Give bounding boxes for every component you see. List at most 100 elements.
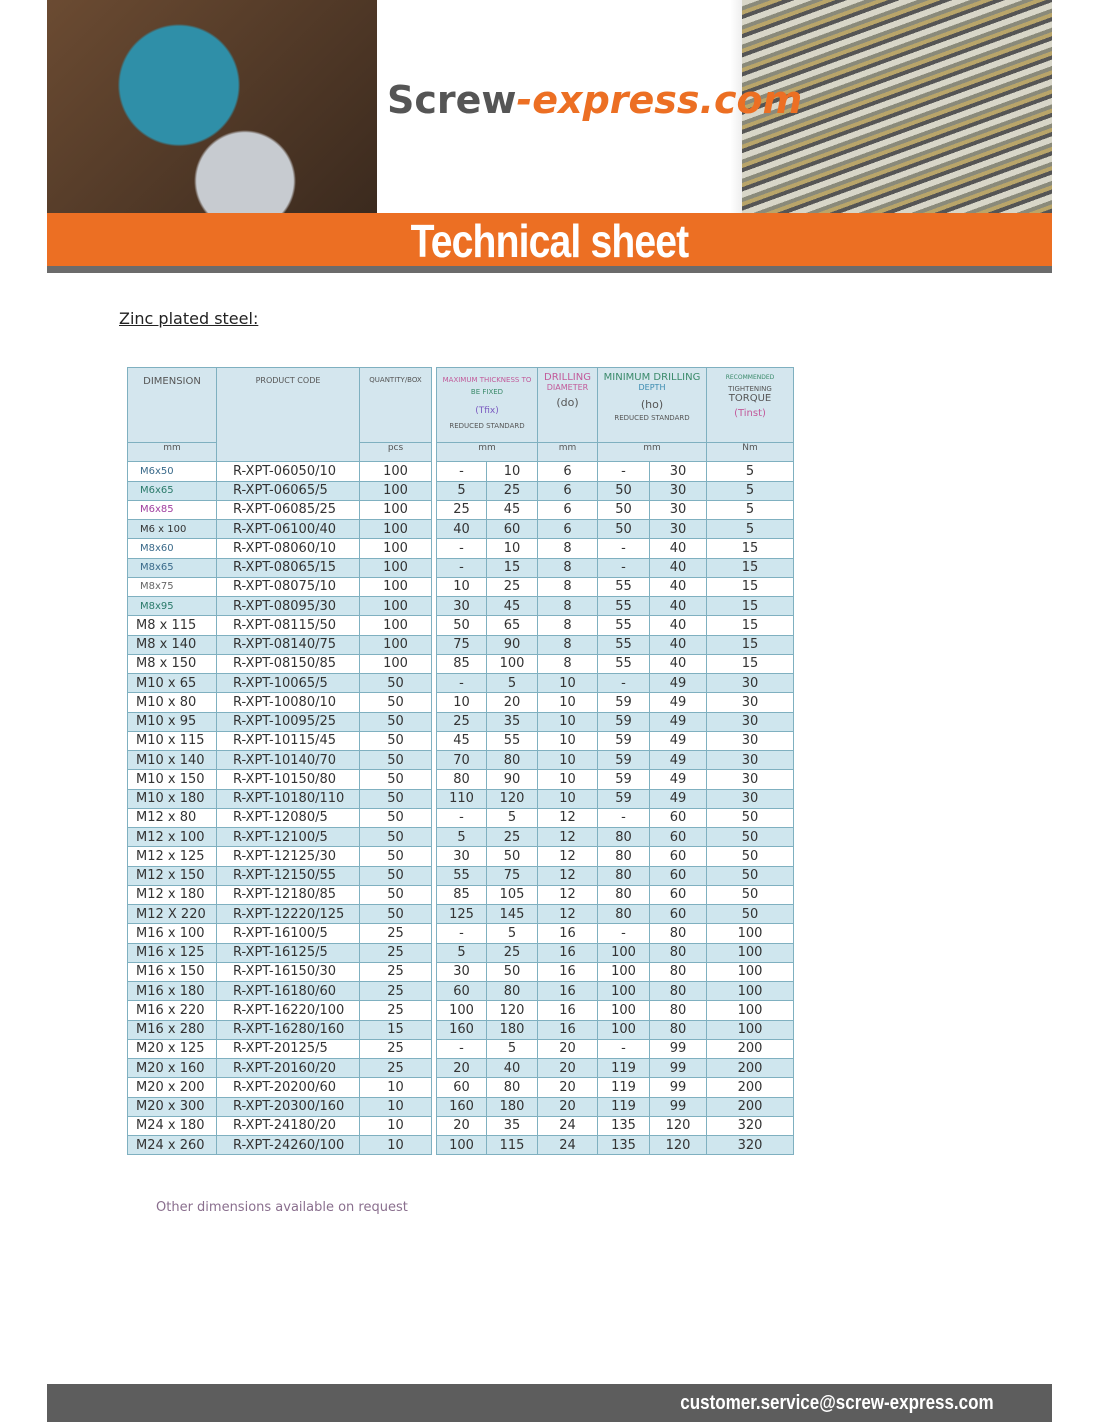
cell-tfix-reduced: 30 [436, 846, 487, 867]
cell-tfix-reduced: 5 [436, 942, 487, 963]
cell-depth-standard: 60 [649, 865, 707, 886]
table-row: 30 50 16 100 80 100 [436, 961, 794, 983]
table-row: M10 x 140 R-XPT-10140/70 50 [127, 749, 432, 771]
cell-depth-standard: 49 [649, 769, 707, 790]
table-row: 45 55 10 59 49 30 [436, 730, 794, 752]
cell-drilling-diameter: 8 [537, 653, 598, 675]
cell-quantity: 50 [359, 692, 432, 713]
cell-product-code: R-XPT-10065/5 [216, 672, 360, 694]
cell-torque: 30 [706, 749, 794, 771]
cell-depth-standard: 80 [649, 1000, 707, 1021]
cell-product-code: R-XPT-24260/100 [216, 1134, 360, 1156]
cell-torque: 30 [706, 788, 794, 809]
cell-product-code: R-XPT-06085/25 [216, 499, 360, 521]
cell-dimension: M12 x 150 [127, 865, 217, 886]
cell-depth-reduced: 59 [597, 769, 650, 790]
cell-tfix-reduced: 125 [436, 903, 487, 925]
cell-tfix-reduced: 85 [436, 884, 487, 906]
table-row: M6 x 100 R-XPT-06100/40 100 [127, 518, 432, 540]
cell-tfix-standard: 80 [486, 1077, 538, 1098]
cell-tfix-reduced: 5 [436, 826, 487, 848]
cell-product-code: R-XPT-20300/160 [216, 1096, 360, 1117]
cell-tfix-standard: 65 [486, 615, 538, 636]
cell-tfix-standard: 35 [486, 1115, 538, 1137]
cell-dimension: M16 x 150 [127, 961, 217, 983]
cell-tfix-standard: 100 [486, 653, 538, 675]
cell-tfix-reduced: 60 [436, 980, 487, 1002]
cell-depth-reduced: - [597, 461, 650, 482]
cell-depth-reduced: - [597, 672, 650, 694]
divider [47, 266, 1052, 273]
section-subtitle: Zinc plated steel: [119, 309, 259, 328]
table-row: M10 x 115 R-XPT-10115/45 50 [127, 730, 432, 752]
page-title: Technical sheet [410, 215, 690, 267]
cell-drilling-diameter: 10 [537, 730, 598, 752]
table-row: 60 80 16 100 80 100 [436, 980, 794, 1002]
unit-mm: mm [436, 441, 538, 463]
table-row: 5 25 6 50 30 5 [436, 480, 794, 501]
header-banner: Screw-express.com [47, 0, 1052, 213]
cell-torque: 200 [706, 1057, 794, 1079]
cell-depth-standard: 40 [649, 615, 707, 636]
cell-torque: 5 [706, 480, 794, 501]
table-row: M16 x 150 R-XPT-16150/30 25 [127, 961, 432, 983]
cell-product-code: R-XPT-16280/160 [216, 1019, 360, 1040]
cell-tfix-reduced: 10 [436, 576, 487, 598]
table-row: 85 105 12 80 60 50 [436, 884, 794, 906]
cell-torque: 100 [706, 980, 794, 1002]
cell-dimension: M20 x 200 [127, 1077, 217, 1098]
cell-tfix-reduced: - [436, 557, 487, 578]
cell-depth-reduced: - [597, 807, 650, 829]
cell-quantity: 25 [359, 1038, 432, 1060]
cell-tfix-standard: 145 [486, 903, 538, 925]
table-row: M6x50 R-XPT-06050/10 100 [127, 461, 432, 482]
cell-depth-standard: 30 [649, 480, 707, 501]
cell-tfix-standard: 180 [486, 1019, 538, 1040]
cell-drilling-diameter: 10 [537, 672, 598, 694]
unit-mm: mm [537, 441, 598, 463]
table-row: M16 x 220 R-XPT-16220/100 25 [127, 1000, 432, 1021]
cell-depth-reduced: 59 [597, 711, 650, 732]
cell-tfix-reduced: 30 [436, 595, 487, 617]
cell-product-code: R-XPT-10095/25 [216, 711, 360, 732]
cell-torque: 320 [706, 1115, 794, 1137]
cell-quantity: 10 [359, 1134, 432, 1156]
cell-dimension: M16 x 125 [127, 942, 217, 963]
cell-tfix-standard: 35 [486, 711, 538, 732]
cell-tfix-reduced: 45 [436, 730, 487, 752]
cell-drilling-diameter: 20 [537, 1096, 598, 1117]
table-row: 40 60 6 50 30 5 [436, 518, 794, 540]
cell-tfix-reduced: 60 [436, 1077, 487, 1098]
cell-tfix-standard: 25 [486, 576, 538, 598]
cell-quantity: 100 [359, 653, 432, 675]
cell-depth-reduced: - [597, 923, 650, 944]
cell-quantity: 50 [359, 846, 432, 867]
cell-dimension: M24 x 260 [127, 1134, 217, 1156]
table-row: M20 x 300 R-XPT-20300/160 10 [127, 1096, 432, 1117]
cell-dimension: M6x85 [127, 499, 217, 521]
cell-dimension: M10 x 140 [127, 749, 217, 771]
cell-tfix-standard: 5 [486, 672, 538, 694]
table-row: 55 75 12 80 60 50 [436, 865, 794, 886]
cell-depth-standard: 49 [649, 692, 707, 713]
table-row: M10 x 150 R-XPT-10150/80 50 [127, 769, 432, 790]
cell-depth-reduced: 80 [597, 826, 650, 848]
cell-depth-standard: 99 [649, 1038, 707, 1060]
table-row: 110 120 10 59 49 30 [436, 788, 794, 809]
table-row: M12 x 150 R-XPT-12150/55 50 [127, 865, 432, 886]
cell-torque: 100 [706, 1000, 794, 1021]
cell-depth-reduced: 100 [597, 1000, 650, 1021]
cell-depth-standard: 30 [649, 461, 707, 482]
cell-depth-standard: 80 [649, 1019, 707, 1040]
cell-drilling-diameter: 20 [537, 1038, 598, 1060]
table-row: M8x65 R-XPT-08065/15 100 [127, 557, 432, 578]
cell-quantity: 50 [359, 807, 432, 829]
cell-product-code: R-XPT-10150/80 [216, 769, 360, 790]
cell-quantity: 50 [359, 884, 432, 906]
cell-drilling-diameter: 8 [537, 615, 598, 636]
cell-drilling-diameter: 12 [537, 903, 598, 925]
cell-product-code: R-XPT-08095/30 [216, 595, 360, 617]
cell-product-code: R-XPT-12220/125 [216, 903, 360, 925]
contact-email[interactable]: customer.service@screw-express.com [680, 1392, 994, 1414]
cell-product-code: R-XPT-08150/85 [216, 653, 360, 675]
